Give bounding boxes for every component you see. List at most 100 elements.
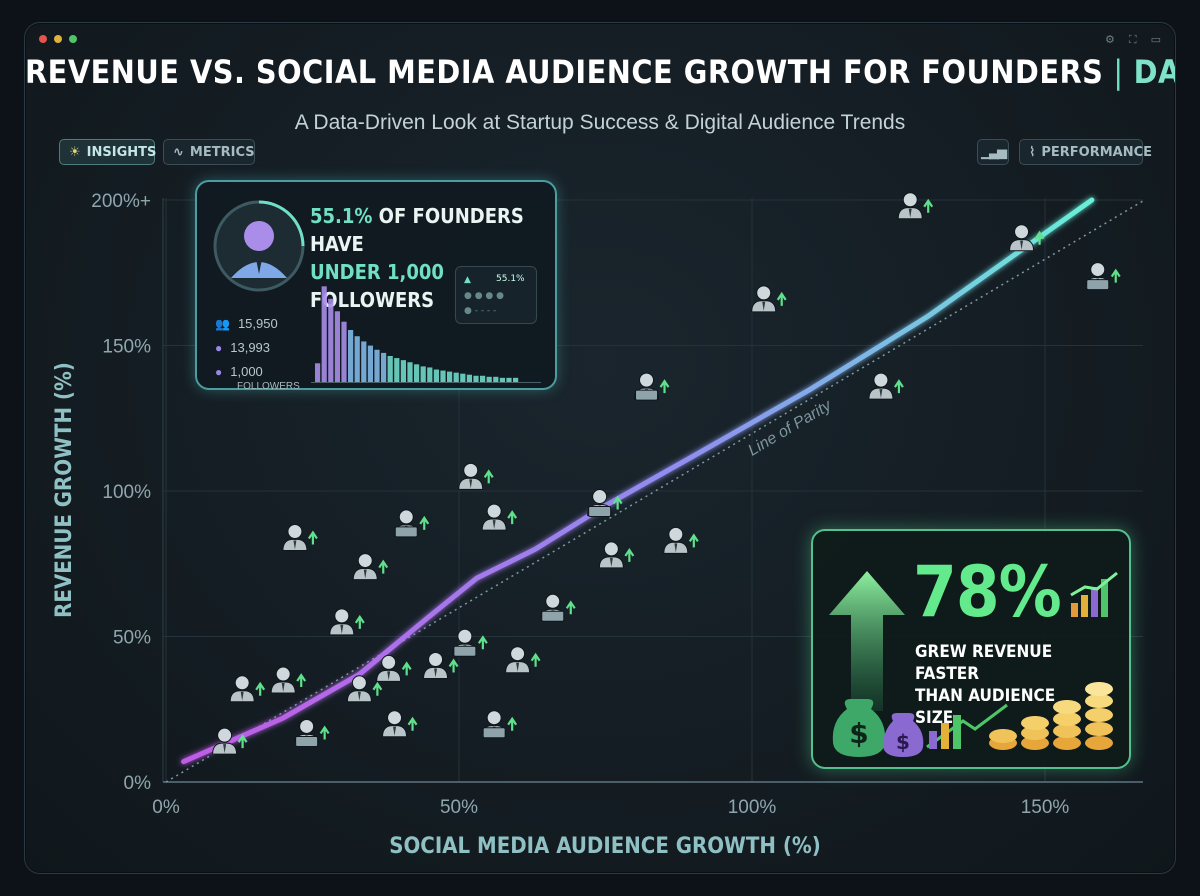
- histogram-bar: [440, 370, 446, 382]
- page-subtitle: A Data-Driven Look at Startup Success & …: [294, 111, 906, 134]
- histogram-bar: [361, 341, 367, 382]
- followers-histogram: [311, 286, 541, 383]
- founder-point: [868, 372, 904, 400]
- histogram-bar: [354, 336, 360, 382]
- lightbulb-icon: ☀: [69, 144, 81, 160]
- histogram-bar: [400, 360, 406, 382]
- page-title: REVENUE VS. SOCIAL MEDIA AUDIENCE GROWTH…: [25, 53, 1175, 91]
- person-icon: ●: [215, 364, 223, 379]
- callout-value: 78%: [913, 551, 1062, 633]
- insights-tab[interactable]: ☀ INSIGHTS: [59, 139, 157, 165]
- stat-row-3: ● 1,000: [215, 364, 263, 379]
- coin-stacks-icon: [926, 682, 1113, 750]
- mini-legend-value: 55.1%: [496, 274, 525, 284]
- histogram-bar: [394, 358, 400, 382]
- founder-point: [229, 675, 266, 703]
- histogram-bar: [493, 376, 499, 382]
- performance-label: PERFORMANCE: [1041, 144, 1153, 160]
- histogram-bar: [321, 286, 327, 382]
- founder-laptop-point: [393, 509, 430, 538]
- callout-caption-line1: GREW REVENUE FASTER: [915, 642, 1053, 684]
- founder-point: [423, 652, 459, 680]
- callout-caption: GREW REVENUE FASTER THAN AUDIENCE SIZE: [915, 641, 1085, 729]
- data-points: [212, 192, 1121, 755]
- founder-laptop-point: [481, 710, 518, 739]
- title-accent: DATA ANALYSIS: [1133, 53, 1176, 91]
- close-dot-icon[interactable]: [39, 35, 47, 43]
- insight-headline: 55.1% OF FOUNDERS HAVE UNDER 1,000 FOLLO…: [310, 202, 550, 314]
- histogram-bar: [433, 369, 439, 382]
- histogram-bar: [367, 345, 373, 382]
- histogram-bar: [506, 377, 512, 382]
- founder-point: [270, 666, 307, 694]
- settings-icon[interactable]: ⚙: [1105, 33, 1115, 46]
- founder-point: [663, 526, 699, 554]
- founder-laptop-point: [540, 593, 576, 622]
- founder-point: [1009, 224, 1045, 252]
- insights-label: INSIGHTS: [86, 144, 157, 160]
- founder-laptop-point: [1085, 262, 1121, 291]
- svg-text:$: $: [849, 717, 868, 750]
- metrics-label: METRICS: [189, 144, 255, 160]
- parity-line: [165, 199, 1146, 783]
- group-icon: 👥: [215, 316, 230, 331]
- histogram-bar: [374, 349, 380, 382]
- insight-pct: 55.1%: [310, 204, 373, 228]
- y-tick-label: 0%: [124, 773, 152, 794]
- founder-point: [282, 523, 318, 551]
- stat-value-3: 1,000: [230, 364, 263, 379]
- founder-point: [212, 727, 248, 755]
- maximize-dot-icon[interactable]: [69, 35, 77, 43]
- histogram-bar: [453, 372, 459, 382]
- insight-line1: OF FOUNDERS HAVE: [310, 204, 524, 256]
- founder-point: [346, 675, 383, 703]
- growth-bars-icon: [1070, 571, 1118, 617]
- founder-laptop-point: [587, 489, 623, 518]
- insight-panel: 55.1% OF FOUNDERS HAVE UNDER 1,000 FOLLO…: [195, 180, 557, 392]
- histogram-bar: [315, 363, 321, 382]
- y-tick-label: 50%: [113, 628, 151, 649]
- x-axis-label: SOCIAL MEDIA AUDIENCE GROWTH (%): [389, 834, 821, 859]
- parity-label: Line of Parity: [745, 397, 835, 460]
- histogram-bar: [486, 376, 492, 382]
- mini-legend-row-icon: ● ● ● ●: [464, 291, 504, 301]
- expand-icon[interactable]: ⛶: [1128, 33, 1137, 46]
- stat-row-2: ● 13,993: [215, 340, 270, 355]
- bar-chart-icon: ▁▃▅: [981, 144, 1007, 160]
- followers-label: FOLLOWERS: [237, 381, 300, 392]
- money-bag-icon: $ $: [832, 699, 924, 757]
- founder-laptop-point: [634, 372, 670, 401]
- histogram-bar: [334, 311, 340, 382]
- founder-point: [505, 646, 541, 674]
- histogram-bar: [407, 362, 413, 382]
- founder-laptop-point: [294, 718, 330, 747]
- founder-point: [458, 462, 494, 490]
- histogram-bar: [420, 366, 426, 382]
- founder-point: [897, 192, 934, 220]
- metrics-tab[interactable]: ∿ METRICS: [163, 139, 255, 165]
- performance-chart-icon: ⌇: [1029, 144, 1036, 160]
- histogram-bar: [328, 298, 334, 382]
- x-tick-label: 50%: [440, 797, 478, 818]
- histogram-bar: [381, 352, 387, 382]
- bar-chart-button[interactable]: ▁▃▅: [977, 139, 1009, 165]
- mini-legend: ▲ 55.1% ● ● ● ● ● ‐ ‐ ‐ ‐: [455, 266, 537, 324]
- performance-tab[interactable]: ⌇ PERFORMANCE: [1019, 139, 1152, 165]
- founder-point: [376, 654, 412, 682]
- histogram-bar: [387, 356, 393, 382]
- histogram-bar: [427, 367, 433, 382]
- stat-value-1: 15,950: [237, 316, 278, 331]
- window-traffic-lights[interactable]: [39, 35, 77, 43]
- y-tick-label: 150%: [102, 337, 151, 358]
- stat-row-1: 👥 15,950: [215, 316, 278, 331]
- y-axis-label: REVENUE GROWTH (%): [52, 362, 77, 618]
- founder-point: [751, 285, 787, 313]
- svg-text:$: $: [896, 730, 910, 754]
- histogram-bar: [460, 373, 466, 382]
- founder-point: [481, 503, 518, 531]
- window-close-icon[interactable]: ▭: [1150, 33, 1161, 46]
- minimize-dot-icon[interactable]: [54, 35, 62, 43]
- axis-ticks: 0% 50% 100% 150% 0% 50% 100% 150% 200%+: [91, 191, 1069, 818]
- histogram-bar: [480, 375, 486, 382]
- window-controls: ⚙ ⛶ ▭: [1105, 33, 1161, 47]
